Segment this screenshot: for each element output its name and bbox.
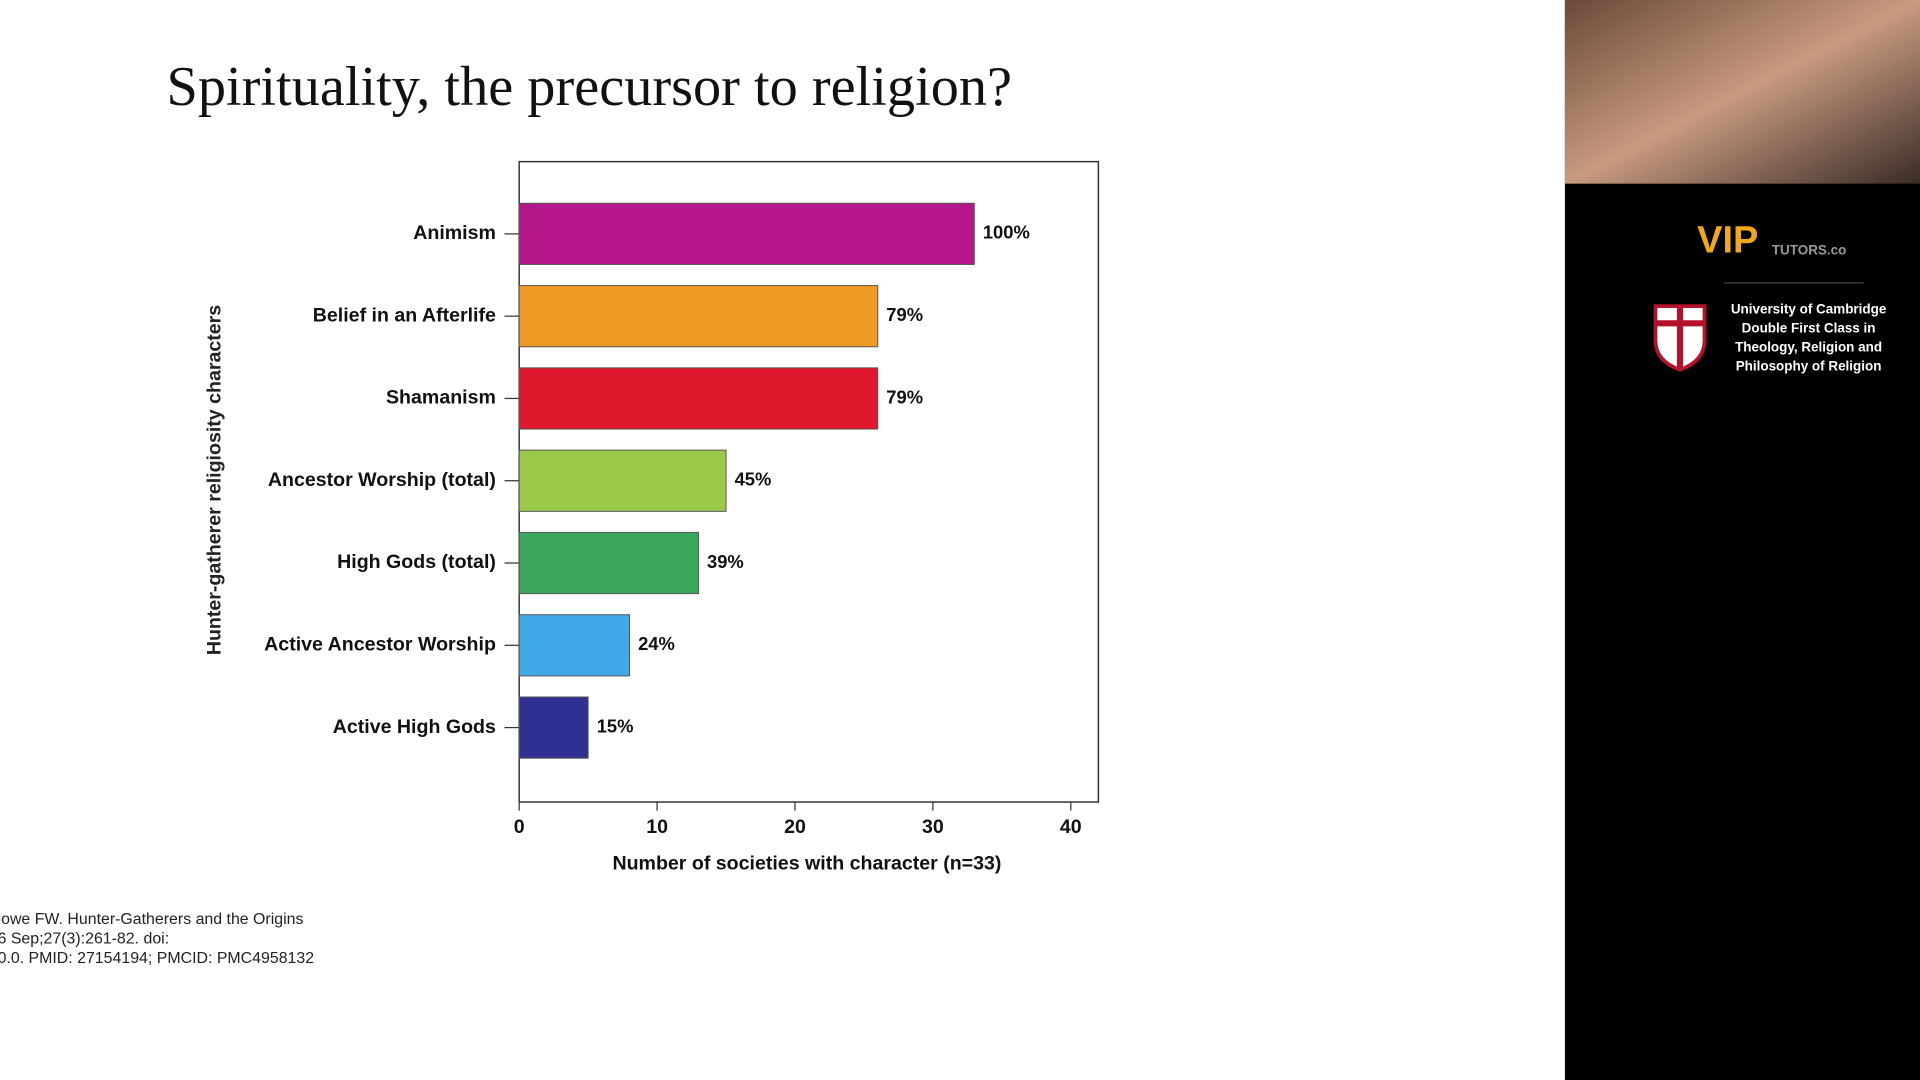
citation-line: 0.0. PMID: 27154194; PMCID: PMC4958132 [0,950,314,967]
citation: lowe FW. Hunter-Gatherers and the Origin… [0,911,314,967]
bar [518,202,975,265]
data-label: 15% [597,715,634,736]
x-tick-label: 10 [646,816,668,838]
data-label: 100% [983,222,1030,243]
y-tick-label: Active High Gods [333,716,496,738]
x-tick-label: 40 [1060,816,1082,838]
data-label: 79% [886,304,923,325]
x-tick-label: 30 [922,816,944,838]
bar [518,614,630,677]
bar [518,285,879,348]
credential-line: Theology, Religion and [1735,339,1882,354]
y-tick-label: Belief in an Afterlife [313,304,496,326]
y-tick-label: Animism [413,222,496,244]
bar [518,449,727,512]
citation-line: 6 Sep;27(3):261-82. doi: [0,930,169,947]
slide-title: Spirituality, the precursor to religion? [167,56,1013,118]
bar [518,531,699,595]
x-tick-label: 0 [514,816,525,838]
credential-line: Philosophy of Religion [1736,358,1882,373]
data-label: 39% [707,551,744,572]
data-label: 79% [886,386,923,407]
citation-line: lowe FW. Hunter-Gatherers and the Origin… [0,911,303,928]
crest-cross [1655,306,1705,370]
logo: VIP [1697,219,1758,261]
x-axis-label: Number of societies with character (n=33… [612,853,1001,875]
webcam-feed [1564,0,1920,184]
x-tick-label: 20 [784,816,806,838]
y-tick-label: High Gods (total) [337,551,496,573]
credentials: University of Cambridge Double First Clas… [1731,301,1887,373]
credential-line: Double First Class in [1742,320,1876,335]
y-tick-label: Active Ancestor Worship [264,633,496,655]
y-axis-label: Hunter-gatherer religiosity characters [204,305,226,655]
chart: 0 10 20 30 40 Animism 100% Belief in an Afterli… [264,202,1082,838]
y-tick-label: Shamanism [386,387,496,409]
y-tick-label: Ancestor Worship (total) [268,469,496,491]
bar [518,696,589,759]
data-label: 45% [735,469,772,490]
credential-line: University of Cambridge [1731,301,1887,316]
logo-suffix: TUTORS.co [1772,243,1847,258]
bar [518,367,879,430]
data-label: 24% [638,633,675,654]
